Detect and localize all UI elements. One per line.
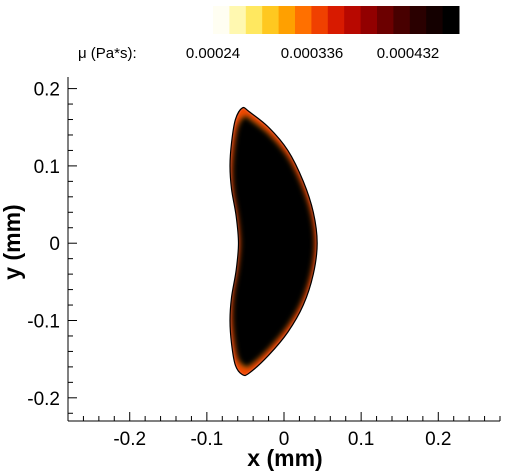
colorbar (213, 6, 460, 34)
region-outline (229, 106, 318, 377)
colorbar-swatch (377, 6, 394, 34)
colorbar-tick-label: 0.00024 (186, 45, 240, 62)
colorbar-swatch (245, 6, 263, 34)
colorbar-title: μ (Pa*s): (78, 45, 137, 62)
colorbar-tick-labels: 0.00024 0.000336 0.000432 (186, 45, 439, 62)
viscosity-region (229, 106, 318, 377)
colorbar-swatch (295, 6, 312, 34)
y-axis-title: y (mm) (0, 204, 25, 279)
y-tick-label: -0.1 (27, 312, 60, 333)
x-axis-title: x (mm) (247, 445, 322, 471)
y-tick-label: 0.2 (34, 80, 60, 101)
colorbar-swatch (344, 6, 362, 34)
colorbar-swatch (327, 6, 345, 34)
colorbar-swatch (311, 6, 329, 34)
colorbar-swatch (229, 6, 247, 34)
x-tick-label: -0.1 (190, 429, 223, 450)
y-axis-ticks: -0.2 -0.1 0 0.1 0.2 (27, 80, 77, 414)
x-tick-label: 0.1 (348, 429, 374, 450)
y-tick-label: -0.2 (27, 389, 60, 410)
y-tick-label: 0.1 (34, 157, 60, 178)
y-tick-label: 0 (49, 234, 60, 255)
x-axis-ticks: -0.2 -0.1 0 0.1 0.2 (67, 412, 501, 450)
colorbar-swatch (360, 6, 378, 34)
colorbar-swatch (442, 6, 460, 34)
region-interior (232, 116, 315, 368)
colorbar-swatch (393, 6, 411, 34)
x-tick-label: 0.2 (425, 429, 451, 450)
colorbar-swatch (262, 6, 280, 34)
x-tick-label: -0.2 (113, 429, 146, 450)
colorbar-swatch (409, 6, 427, 34)
colorbar-swatch (213, 6, 230, 34)
colorbar-swatch (426, 6, 444, 34)
x-tick-label: 0 (279, 429, 290, 450)
colorbar-swatch (278, 6, 296, 34)
colorbar-tick-label: 0.000432 (377, 45, 440, 62)
colorbar-tick-label: 0.000336 (281, 45, 344, 62)
